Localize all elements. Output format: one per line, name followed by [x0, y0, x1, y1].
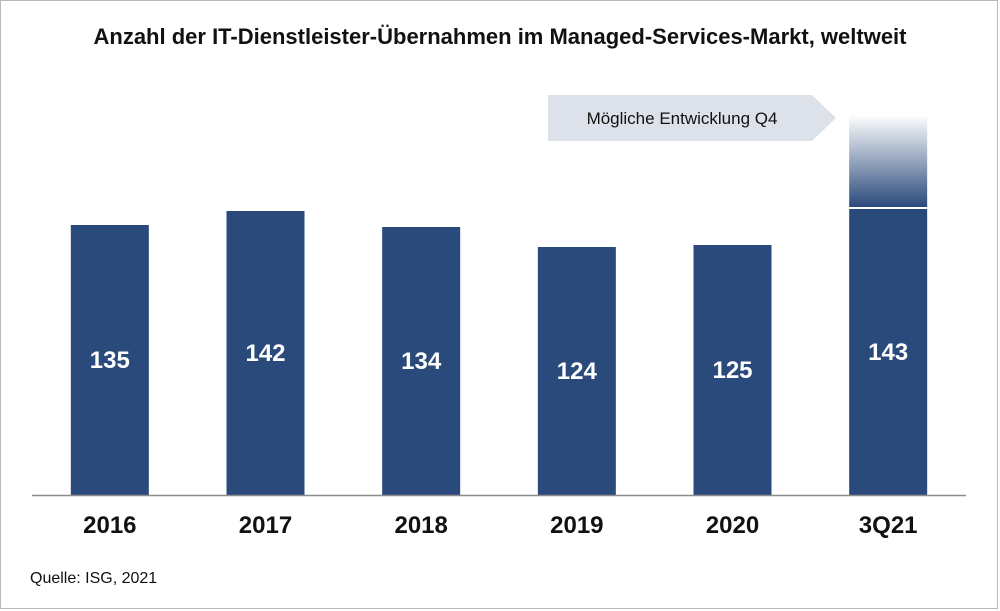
callout-label: Mögliche Entwicklung Q4 [587, 109, 778, 128]
x-tick-2019: 2019 [550, 512, 603, 539]
callout-arrow-shape [548, 95, 836, 141]
bar-2018 [382, 227, 461, 495]
data-label-2016: 135 [90, 347, 130, 374]
data-label-2019: 124 [557, 358, 598, 385]
x-tick-2020: 2020 [706, 512, 759, 539]
x-tick-2018: 2018 [394, 512, 447, 539]
bar-2016 [70, 225, 149, 495]
data-label-2017: 142 [245, 340, 285, 367]
data-label-2018: 134 [401, 348, 442, 375]
data-label-3Q21: 143 [868, 339, 908, 366]
bar-2017 [226, 211, 305, 495]
projection-callout: Mögliche Entwicklung Q4 [548, 95, 836, 141]
projection-fade [849, 115, 928, 207]
bar-2019 [537, 247, 616, 495]
data-label-2020: 125 [712, 357, 752, 384]
chart-title: Anzahl der IT-Dienstleister-Übernahmen i… [93, 24, 907, 49]
bar-2020 [693, 245, 772, 495]
x-tick-3Q21: 3Q21 [859, 512, 918, 539]
x-tick-2016: 2016 [83, 512, 136, 539]
x-tick-2017: 2017 [239, 512, 292, 539]
bar-3Q21 [849, 209, 928, 495]
source-note: Quelle: ISG, 2021 [30, 570, 158, 587]
